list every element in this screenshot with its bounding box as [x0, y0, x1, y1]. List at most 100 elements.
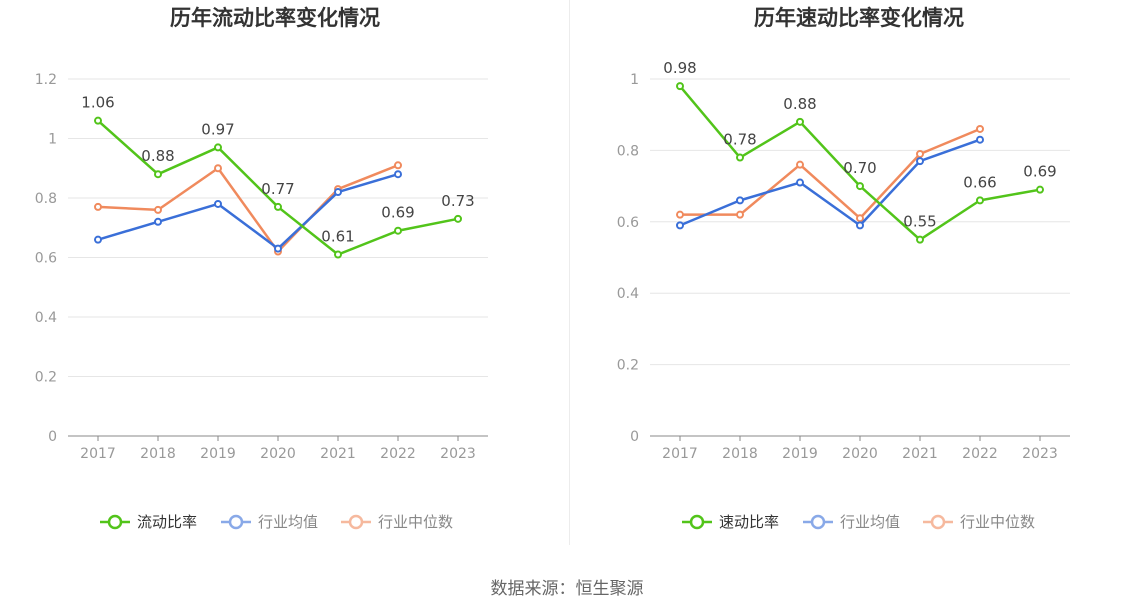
y-tick-label: 0 [630, 429, 639, 445]
legend: 速动比率 行业均值 行业中位数 [682, 513, 1035, 531]
data-point [454, 214, 462, 223]
data-point [916, 157, 924, 166]
y-tick-label: 1 [48, 132, 57, 148]
data-point [796, 117, 804, 126]
x-tick-label: 2018 [140, 446, 176, 462]
data-point [676, 82, 684, 91]
y-tick-label: 0.8 [617, 143, 639, 159]
data-point [856, 182, 864, 191]
series-line [680, 127, 981, 220]
data-point [274, 244, 282, 253]
x-tick-label: 2017 [662, 446, 698, 462]
y-tick-label: 1 [630, 72, 639, 88]
data-point [976, 124, 984, 133]
legend-marker [930, 514, 946, 530]
legend: 流动比率 行业均值 行业中位数 [100, 513, 453, 531]
data-label: 0.70 [843, 159, 876, 177]
legend-marker [107, 514, 123, 530]
data-point [736, 196, 744, 205]
y-tick-label: 0 [48, 429, 57, 445]
data-label: 0.88 [141, 147, 174, 165]
data-point [214, 143, 222, 152]
data-point [736, 153, 744, 162]
data-label: 0.98 [663, 59, 696, 77]
data-label: 0.77 [261, 180, 294, 198]
x-tick-label: 2020 [842, 446, 878, 462]
x-tick-label: 2019 [782, 446, 818, 462]
legend-item: 行业均值 [221, 513, 318, 531]
legend-item: 流动比率 [100, 513, 197, 531]
legend-marker [689, 514, 705, 530]
series-line [679, 138, 981, 227]
data-point [676, 210, 684, 219]
legend-item: 行业中位数 [923, 513, 1035, 531]
data-point [154, 205, 162, 214]
data-label: 0.97 [201, 120, 234, 138]
data-point [94, 116, 102, 125]
x-tick-label: 2023 [1022, 446, 1058, 462]
data-label: 0.73 [441, 192, 474, 210]
series-main: 0.98 0.78 0.88 0.70 0.55 0.66 0.69 [663, 59, 1057, 244]
data-point [976, 135, 984, 144]
x-tick-label: 2020 [260, 446, 296, 462]
data-point [334, 250, 342, 259]
data-point [1036, 185, 1044, 194]
data-point [394, 170, 402, 179]
legend-marker [228, 514, 244, 530]
data-label: 0.88 [783, 95, 816, 113]
data-label: 0.69 [1023, 163, 1056, 181]
data-point [856, 221, 864, 230]
legend-item: 速动比率 [682, 513, 779, 531]
x-tick-label: 2021 [320, 446, 356, 462]
chart-2: 历年速动比率变化情况 0 0.2 0.4 0.6 0.8 1 2017 2018 2019 2020… [617, 6, 1070, 531]
data-label: 0.66 [963, 173, 996, 191]
y-tick-label: 0.8 [35, 191, 57, 207]
x-tick-label: 2018 [722, 446, 758, 462]
data-point [676, 221, 684, 230]
series-avg [94, 170, 402, 253]
data-point [94, 235, 102, 244]
legend-marker [810, 514, 826, 530]
data-source-note: 数据来源：恒生聚源 [490, 579, 644, 599]
x-tick-label: 2022 [380, 446, 416, 462]
data-label: 0.69 [381, 204, 414, 222]
chart-1: 历年流动比率变化情况 0 0.2 0.4 0.6 0.8 1 1.2 2017 2018 2019 2… [35, 6, 488, 531]
legend-label: 行业均值 [258, 513, 318, 531]
data-label: 0.61 [321, 228, 354, 246]
legend-label: 流动比率 [137, 513, 197, 531]
x-tick-label: 2022 [962, 446, 998, 462]
data-point [394, 161, 402, 170]
legend-item: 行业中位数 [341, 513, 453, 531]
data-point [856, 214, 864, 223]
series-line [97, 173, 399, 250]
data-point [154, 217, 162, 226]
data-point [94, 202, 102, 211]
y-tick-label: 0.4 [617, 286, 639, 302]
series-avg [676, 135, 984, 230]
legend-marker [348, 514, 364, 530]
data-point [214, 164, 222, 173]
data-point [796, 178, 804, 187]
x-tick-label: 2021 [902, 446, 938, 462]
y-tick-label: 1.2 [35, 72, 57, 88]
legend-label: 行业均值 [840, 513, 900, 531]
data-point [334, 188, 342, 197]
x-tick-label: 2023 [440, 446, 476, 462]
data-point [796, 160, 804, 169]
data-label: 0.78 [723, 131, 756, 149]
data-point [736, 210, 744, 219]
legend-label: 速动比率 [719, 513, 779, 531]
legend-label: 行业中位数 [378, 513, 453, 531]
y-tick-label: 0.2 [35, 370, 57, 386]
y-tick-label: 0.2 [617, 358, 639, 374]
y-tick-label: 0.4 [35, 310, 57, 326]
data-point [214, 199, 222, 208]
data-point [154, 170, 162, 179]
data-point [274, 202, 282, 211]
x-tick-label: 2019 [200, 446, 236, 462]
data-label: 0.55 [903, 213, 936, 231]
legend-item: 行业均值 [803, 513, 900, 531]
series-median [676, 124, 984, 223]
y-tick-label: 0.6 [35, 251, 57, 267]
